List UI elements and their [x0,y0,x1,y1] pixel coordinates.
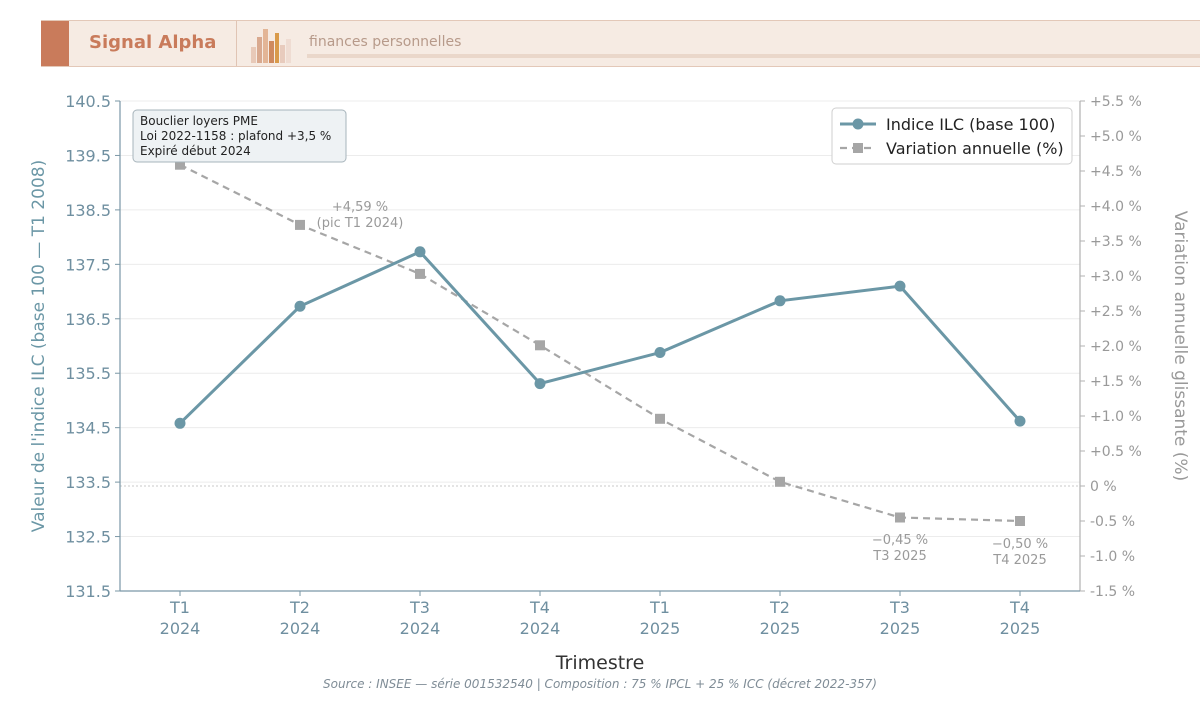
x-tick-label: T4 [1009,598,1030,617]
x-tick-label: 2025 [1000,619,1041,638]
legend-frame [831,107,1073,165]
header-rule [307,54,1200,58]
variation-point [175,159,185,170]
brand-name: Signal Alpha [89,32,217,53]
x-tick-label: 2024 [400,619,441,638]
ilc-point [414,246,426,258]
x-tick-labels: T1 2024 T2 2024 T3 2024 T4 2024 T1 2025 T2 2025 T3 20… [160,591,1041,638]
left-tick-label: 139.5 [65,146,111,165]
right-tick-label: 0 % [1090,479,1117,495]
right-tick-label: +2.5 % [1090,304,1142,320]
right-tick-label: +4.0 % [1090,199,1142,215]
right-tick-labels: -1.5 % -1.0 % -0.5 % 0 % +0.5 % +1.0 % +1.5 % +… [1080,94,1142,600]
header-banner: Signal Alpha finances personnelles [41,20,1200,67]
right-tick-label: -0.5 % [1090,514,1135,530]
right-tick-label: +1.0 % [1090,409,1142,425]
left-tick-label: 132.5 [65,528,111,547]
variation-point [415,268,425,279]
x-axis-label: Trimestre [555,652,645,674]
source-note: Source : INSEE — série 001532540 | Compo… [323,677,877,691]
variation-point [1015,516,1025,526]
point-annotation: T4 2025 [992,553,1046,568]
ilc-point [1014,415,1026,427]
tagline: finances personnelles [309,34,462,50]
variation-point [895,512,905,523]
right-tick-label: +2.0 % [1090,339,1142,355]
point-annotation: −0,45 % [872,533,928,548]
annotations: +4,59 %(pic T1 2024) −0,45 %T3 2025 −0,50 … [317,200,1049,568]
left-tick-label: 137.5 [65,255,111,274]
point-annotation: (pic T1 2024) [317,216,404,231]
point-annotation: +4,59 % [332,200,388,215]
ilc-point [894,280,906,292]
bar-cluster-logo-icon [251,29,291,63]
right-tick-label: +1.5 % [1090,374,1142,390]
ilc-point [174,417,186,429]
variation-point [295,219,305,230]
legend-variation-marker [853,143,863,153]
annotation-box-frame [132,109,347,163]
legend-ilc-marker [852,118,864,130]
x-tick-label: 2025 [880,619,921,638]
legend-variation-label: Variation annuelle (%) [886,139,1064,158]
x-tick-label: T1 [649,598,670,617]
header-divider [236,21,237,66]
legend: Indice ILC (base 100) Variation annuelle … [831,107,1073,165]
left-tick-label: 131.5 [65,582,111,601]
variation-point [655,413,665,424]
ilc-point [534,378,546,390]
left-tick-label: 136.5 [65,310,111,329]
x-tick-label: T3 [889,598,910,617]
legend-ilc-label: Indice ILC (base 100) [886,115,1055,134]
right-tick-label: +5.5 % [1090,94,1142,110]
annotation-box-line: Expiré début 2024 [140,144,251,158]
annotation-box-line: Bouclier loyers PME [140,114,258,128]
left-tick-label: 133.5 [65,473,111,492]
ilc-line [178,249,1022,425]
x-tick-label: T2 [289,598,310,617]
ilc-point [774,295,786,307]
x-tick-label: 2025 [760,619,801,638]
right-tick-label: +4.5 % [1090,164,1142,180]
x-tick-label: T3 [409,598,430,617]
series-layer [174,159,1026,526]
ilc-point [654,347,666,359]
right-tick-label: +0.5 % [1090,444,1142,460]
left-tick-label: 134.5 [65,419,111,438]
right-tick-label: -1.0 % [1090,549,1135,565]
annotation-box-line: Loi 2022-1158 : plafond +3,5 % [140,129,331,143]
point-annotation: −0,50 % [992,537,1048,552]
right-tick-label: +3.0 % [1090,269,1142,285]
x-tick-label: 2024 [160,619,201,638]
variation-line [179,163,1021,523]
left-tick-label: 135.5 [65,364,111,383]
x-tick-label: 2024 [520,619,561,638]
y2-axis-label: Variation annuelle glissante (%) [1170,211,1190,481]
x-tick-label: T2 [769,598,790,617]
x-tick-label: T4 [529,598,550,617]
right-tick-label: -1.5 % [1090,584,1135,600]
variation-point [535,340,545,351]
left-tick-labels: 131.5 132.5 133.5 134.5 135.5 136.5 137.5 138.5… [65,92,120,601]
x-tick-label: 2025 [640,619,681,638]
right-tick-label: +3.5 % [1090,234,1142,250]
left-tick-label: 140.5 [65,92,111,111]
left-tick-label: 138.5 [65,201,111,220]
point-annotation: T3 2025 [872,549,926,564]
ilc-point [294,300,306,312]
x-tick-label: 2024 [280,619,321,638]
right-tick-label: +5.0 % [1090,129,1142,145]
y-axis-label: Valeur de l'indice ILC (base 100 — T1 20… [29,160,49,532]
brand-swatch [41,21,69,66]
x-tick-label: T1 [169,598,190,617]
variation-point [775,476,785,487]
